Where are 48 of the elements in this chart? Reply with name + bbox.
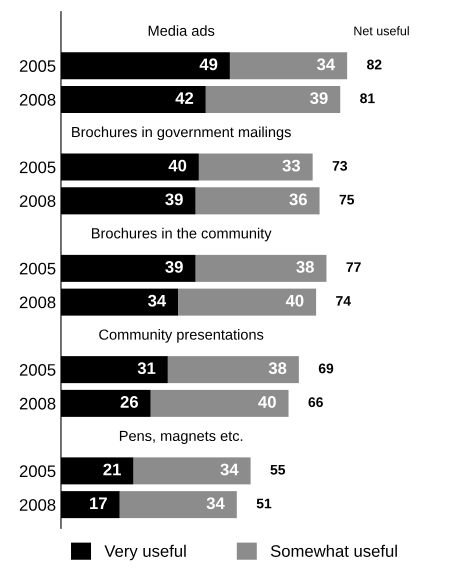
annotation: Community presentations [99,329,264,343]
data-label: 38 [296,261,314,273]
y-tick-label: 2005 [20,262,56,275]
data-label: 42 [175,92,194,104]
legend-label: Very useful [104,544,186,560]
data-label: 34 [220,464,238,476]
y-tick-label: 2005 [20,465,56,478]
y-tick-label: 2008 [20,398,56,410]
data-label: 39 [165,261,183,273]
legend-label: Somewhat useful [270,544,397,557]
y-tick-label: 2005 [20,161,56,174]
data-label: 31 [138,362,156,374]
data-label: 34 [206,497,225,510]
data-label: 39 [310,92,328,104]
data-label: 36 [289,193,307,206]
total-label: 75 [340,194,354,205]
data-label: 34 [148,294,166,307]
data-label: 21 [103,464,121,476]
y-tick-label: 2005 [20,60,56,72]
annotation: Media ads [148,25,214,36]
data-label: 40 [258,396,276,408]
data-label: 33 [282,160,300,172]
y-tick-label: 2008 [20,296,56,308]
total-label: 82 [367,60,382,70]
annotation: Pens, magnets etc. [120,430,242,444]
data-label: 40 [286,294,304,307]
y-tick-label: 2008 [20,195,56,208]
total-label: 81 [360,93,375,104]
data-label: 38 [268,362,286,374]
data-label: 40 [168,160,186,172]
annotation: Brochures in the community [92,228,272,242]
total-label: 74 [336,296,351,306]
y-tick-label: 2005 [20,364,56,376]
total-label: 69 [318,364,334,374]
total-label: 51 [256,498,272,508]
total-label: 55 [270,464,286,475]
total-label: 66 [308,397,323,408]
annotation: Brochures in government mailings [72,126,291,140]
text: Net useful [354,26,409,36]
data-label: 39 [165,193,183,206]
total-label: 73 [332,160,348,171]
data-label: 17 [90,498,107,509]
data-label: 34 [316,58,336,70]
y-tick-label: 2008 [20,499,56,511]
total-label: 77 [346,262,361,272]
data-label: 49 [200,58,218,70]
data-label: 26 [120,396,138,408]
y-tick-label: 2008 [20,94,56,106]
